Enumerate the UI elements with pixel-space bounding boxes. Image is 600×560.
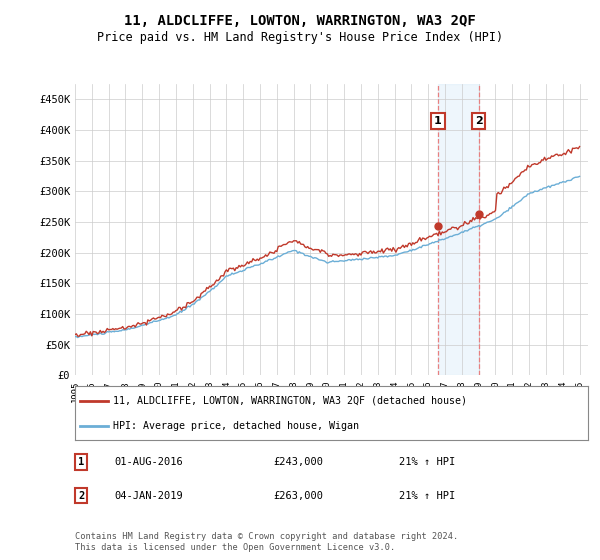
Text: 01-AUG-2016: 01-AUG-2016 xyxy=(114,457,183,467)
Text: £263,000: £263,000 xyxy=(273,491,323,501)
Text: HPI: Average price, detached house, Wigan: HPI: Average price, detached house, Wiga… xyxy=(113,421,359,431)
Text: £243,000: £243,000 xyxy=(273,457,323,467)
Bar xyxy=(438,84,479,375)
Text: Contains HM Land Registry data © Crown copyright and database right 2024.
This d: Contains HM Land Registry data © Crown c… xyxy=(75,532,458,552)
Text: 21% ↑ HPI: 21% ↑ HPI xyxy=(399,457,455,467)
Text: 11, ALDCLIFFE, LOWTON, WARRINGTON, WA3 2QF (detached house): 11, ALDCLIFFE, LOWTON, WARRINGTON, WA3 2… xyxy=(113,396,467,406)
Text: Price paid vs. HM Land Registry's House Price Index (HPI): Price paid vs. HM Land Registry's House … xyxy=(97,31,503,44)
Text: 04-JAN-2019: 04-JAN-2019 xyxy=(114,491,183,501)
Text: 1: 1 xyxy=(434,116,442,126)
Text: 2: 2 xyxy=(475,116,482,126)
Text: 21% ↑ HPI: 21% ↑ HPI xyxy=(399,491,455,501)
Text: 11, ALDCLIFFE, LOWTON, WARRINGTON, WA3 2QF: 11, ALDCLIFFE, LOWTON, WARRINGTON, WA3 2… xyxy=(124,14,476,28)
Text: 2: 2 xyxy=(78,491,84,501)
Text: 1: 1 xyxy=(78,457,84,467)
